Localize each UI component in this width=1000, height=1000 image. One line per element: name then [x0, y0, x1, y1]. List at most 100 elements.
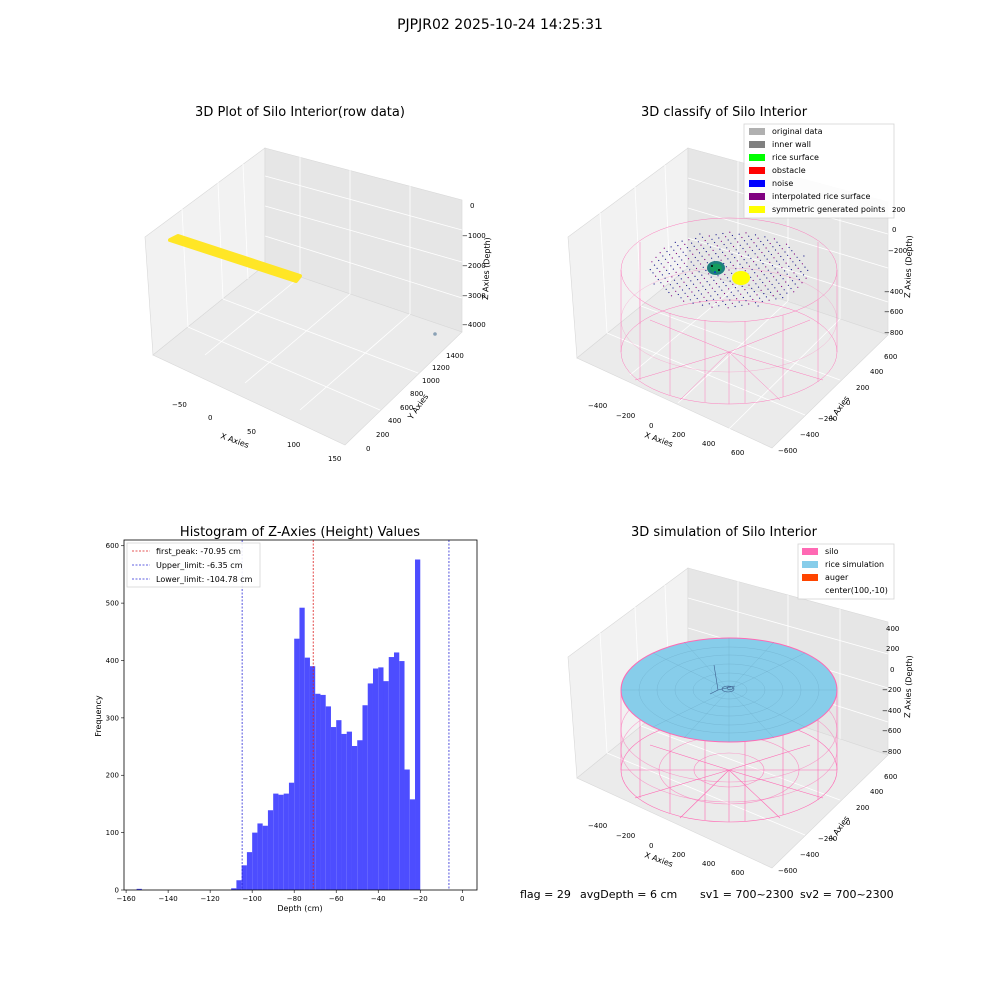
- surface-dot: [688, 239, 690, 241]
- surface-dot: [652, 272, 654, 274]
- surface-dot: [801, 282, 803, 284]
- surface-dot: [715, 234, 717, 236]
- surface-dot: [723, 262, 725, 265]
- surface-dot: [681, 259, 683, 261]
- surface-dot: [695, 237, 697, 240]
- legend-label: rice simulation: [825, 560, 884, 569]
- legend-label: Upper_limit: -6.35 cm: [156, 561, 243, 570]
- surface-dot: [690, 261, 692, 263]
- surface-dot: [779, 244, 781, 247]
- y-tick: −600: [778, 867, 797, 875]
- surface-dot: [781, 285, 783, 288]
- histogram-bar: [315, 693, 321, 890]
- surface-dot: [735, 268, 737, 270]
- surface-dot: [714, 290, 716, 293]
- surface-dot: [667, 280, 669, 283]
- surface-dot: [700, 244, 702, 246]
- surface-dot: [699, 282, 701, 284]
- z-tick: 200: [886, 645, 899, 653]
- y-axis-label: Frequency: [94, 695, 103, 737]
- z-tick: −800: [882, 748, 901, 756]
- surface-dot: [754, 253, 756, 255]
- surface-dot: [726, 247, 728, 249]
- surface-dot: [660, 282, 662, 284]
- surface-dot: [666, 250, 668, 253]
- y-tick: 0: [366, 445, 370, 453]
- x-tick-label: −100: [243, 895, 262, 903]
- surface-dot: [750, 238, 752, 241]
- legend-label: inner wall: [772, 140, 811, 149]
- surface-dot: [792, 261, 794, 263]
- surface-dot: [675, 252, 677, 255]
- surface-dot: [774, 287, 776, 289]
- surface-dot: [701, 255, 703, 257]
- surface-dot: [796, 256, 798, 258]
- surface-dot: [720, 240, 722, 242]
- surface-dot: [793, 253, 795, 255]
- surface-dot: [670, 265, 672, 267]
- surface-dot: [708, 303, 710, 305]
- sv1-text: sv1 = 700~2300: [700, 888, 794, 901]
- surface-dot: [689, 299, 691, 301]
- surface-dot: [691, 291, 693, 293]
- z-tick: −400: [882, 707, 901, 715]
- surface-dot: [706, 299, 708, 302]
- surface-dot: [760, 270, 763, 273]
- surface-dot: [743, 240, 746, 242]
- surface-dot: [728, 269, 730, 271]
- symmetric-points-cluster: [732, 271, 750, 285]
- surface-dot: [694, 275, 696, 277]
- surface-dot: [758, 267, 760, 269]
- surface-dot: [674, 241, 676, 243]
- histogram-bar: [241, 865, 247, 890]
- surface-dot: [804, 266, 806, 268]
- surface-dot: [721, 289, 723, 291]
- surface-dot: [756, 294, 758, 296]
- surface-dot: [776, 241, 778, 243]
- surface-dot: [706, 281, 708, 283]
- surface-dot: [753, 291, 755, 293]
- x-tick-label: −40: [371, 895, 386, 903]
- surface-dot: [707, 243, 709, 245]
- surface-dot: [734, 238, 736, 240]
- surface-dot: [693, 245, 695, 247]
- surface-dot: [686, 284, 688, 287]
- legend-label: first_peak: -70.95 cm: [156, 547, 241, 556]
- x-tick: 200: [672, 851, 685, 859]
- z-tick: 0: [892, 226, 896, 234]
- surface-dot: [669, 284, 671, 286]
- surface-dot: [729, 231, 731, 233]
- surface-dot: [732, 245, 735, 248]
- surface-dot: [797, 286, 799, 288]
- legend-label: symmetric generated points: [772, 205, 885, 214]
- surface-dot: [738, 233, 740, 235]
- surface-dot: [778, 282, 780, 284]
- surface-dot: [662, 255, 664, 257]
- surface-dot: [704, 258, 706, 261]
- surface-dot: [692, 253, 694, 255]
- surface-dot: [728, 288, 730, 290]
- surface-dot: [689, 250, 691, 252]
- z-tick: −600: [882, 727, 901, 735]
- surface-dot: [786, 292, 788, 294]
- y-tick: 400: [870, 368, 883, 376]
- surface-dot: [761, 251, 763, 254]
- histogram-bar: [267, 810, 274, 890]
- surface-dot: [763, 274, 765, 276]
- x-tick-label: −140: [159, 895, 178, 903]
- interpolated-surface-dots: [649, 231, 809, 309]
- surface-dot: [712, 249, 714, 251]
- surface-dot: [673, 279, 676, 281]
- surface-dot: [786, 273, 788, 275]
- surface-dot: [800, 271, 802, 273]
- surface-dot: [772, 246, 774, 248]
- figure-title: PJPJR02 2025-10-24 14:25:31: [397, 17, 603, 33]
- x-tick: 400: [702, 440, 715, 448]
- surface-dot: [687, 277, 689, 279]
- surface-dot: [711, 257, 713, 259]
- surface-dot: [757, 286, 760, 288]
- surface-dot: [723, 243, 725, 246]
- histogram-bar: [378, 667, 384, 890]
- surface-dot: [671, 257, 673, 259]
- x-tick: 0: [208, 414, 212, 422]
